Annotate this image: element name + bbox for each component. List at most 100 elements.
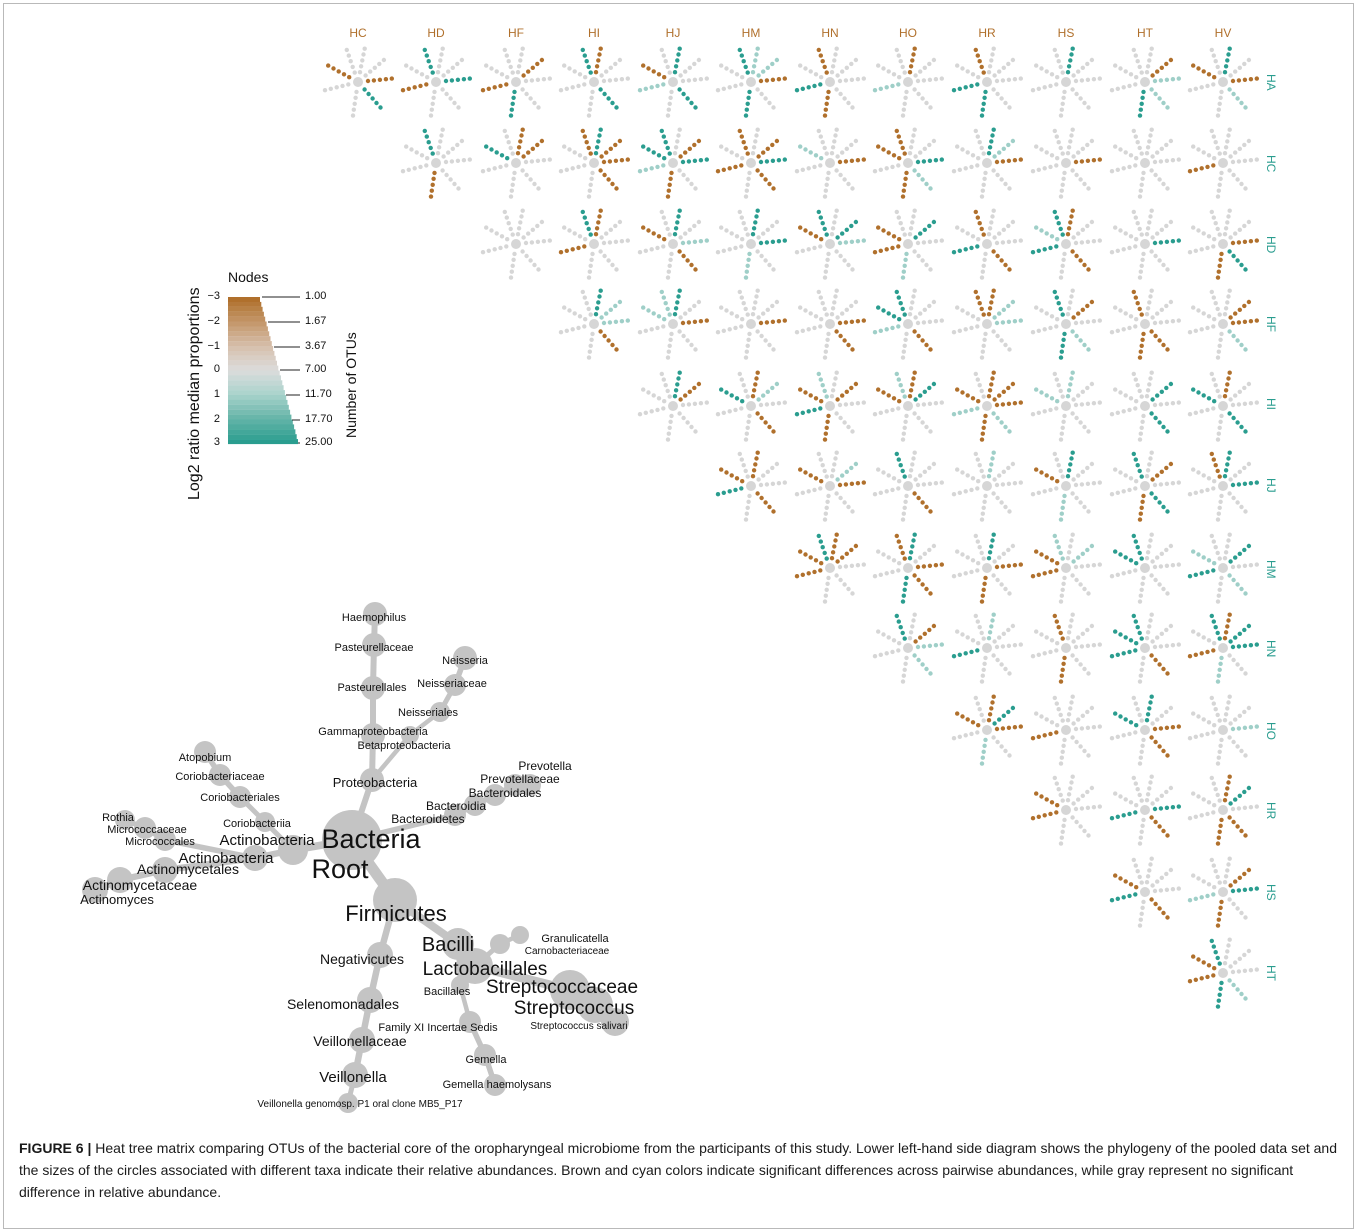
tree-node [1242,385,1247,391]
tree-node [745,151,750,156]
tree-node [1239,666,1244,672]
tree-node [1052,533,1058,539]
tree-node [744,269,749,274]
tree-node [619,239,625,244]
tree-node [641,225,646,230]
tree-node [509,107,514,112]
tree-node [1049,800,1055,805]
tree-node [939,318,944,323]
tree-node [1145,874,1151,879]
tree-node [589,257,594,262]
legend-color-tick: 3 [213,436,220,448]
tree-node [816,128,821,134]
tree-node [849,223,854,229]
tree-node [1228,639,1233,644]
tree-node [1089,623,1095,629]
tree-node [1139,667,1144,672]
tree-node [698,239,704,244]
tree-node [840,150,845,155]
tree-node [920,500,925,505]
tree-node [891,638,897,643]
tree-node [1243,429,1248,434]
tree-node [744,511,749,516]
tree-node [1168,867,1174,873]
tree-node [435,151,441,156]
tree-node [661,82,666,87]
tree-node [1222,961,1228,966]
tree-node [724,228,729,233]
tree-node [756,397,761,402]
tree-node [1218,743,1223,748]
tree-node [547,157,552,162]
tree-node [1085,385,1090,391]
mini-heat-tree [1109,288,1182,360]
tree-node [976,641,981,646]
tree-node [1137,388,1142,394]
tree-node [1149,411,1154,416]
tree-node [975,377,980,382]
tree-node [1211,944,1217,949]
tree-node [979,599,985,604]
tree-label: Selenomonadales [287,996,399,1012]
tree-node [1068,382,1073,387]
tree-node [830,64,836,69]
tree-node [1062,737,1067,743]
tree-node [1233,879,1238,884]
tree-node [803,308,808,313]
tree-node [983,331,988,337]
tree-node [734,234,740,239]
tree-root-node [982,158,992,168]
row-label: HS [1264,884,1278,901]
tree-node [1052,695,1058,701]
tree-node [881,632,886,637]
tree-root-node [982,77,992,87]
tree-node [665,388,670,394]
mini-heat-tree [794,288,866,360]
tree-node [598,46,603,51]
tree-node [771,509,776,514]
tree-node [1152,564,1158,570]
tree-node [1044,555,1049,560]
tree-node [724,390,729,395]
tree-node [1137,712,1142,718]
tree-node [1123,797,1128,802]
mini-heat-tree [1109,208,1182,280]
tree-node [662,156,667,161]
tree-node [1052,775,1058,781]
tree-node [1048,811,1053,817]
tree-node [829,70,835,75]
tree-node [970,638,976,643]
tree-node [1149,87,1154,92]
tree-root-node [982,401,992,411]
tree-node [1097,238,1103,243]
tree-node [1058,630,1063,636]
tree-node [776,481,782,486]
tree-node [1217,880,1222,885]
tree-node [1073,726,1079,732]
tree-node [1085,239,1091,244]
legend-gradient-band [228,409,291,415]
tree-node [824,556,829,561]
tree-node [1235,420,1240,425]
tree-node [844,469,849,474]
tree-node [921,78,927,83]
tree-node [1215,145,1220,151]
tree-node [822,306,827,312]
tree-node [582,53,587,58]
tree-node [508,64,513,70]
tree-node [1218,905,1223,910]
tree-node [1071,154,1076,159]
tree-root-node [1218,805,1228,815]
tree-node [1030,654,1036,659]
tree-node [1109,250,1115,255]
tree-node [1225,382,1230,387]
tree-node [927,142,932,148]
tree-node [678,315,683,320]
tree-node [1161,504,1166,510]
tree-node [558,88,564,93]
tree-node [812,325,817,331]
tree-node [440,168,445,173]
tree-node [1003,181,1008,187]
tree-node [891,153,897,158]
tree-node [907,151,913,156]
